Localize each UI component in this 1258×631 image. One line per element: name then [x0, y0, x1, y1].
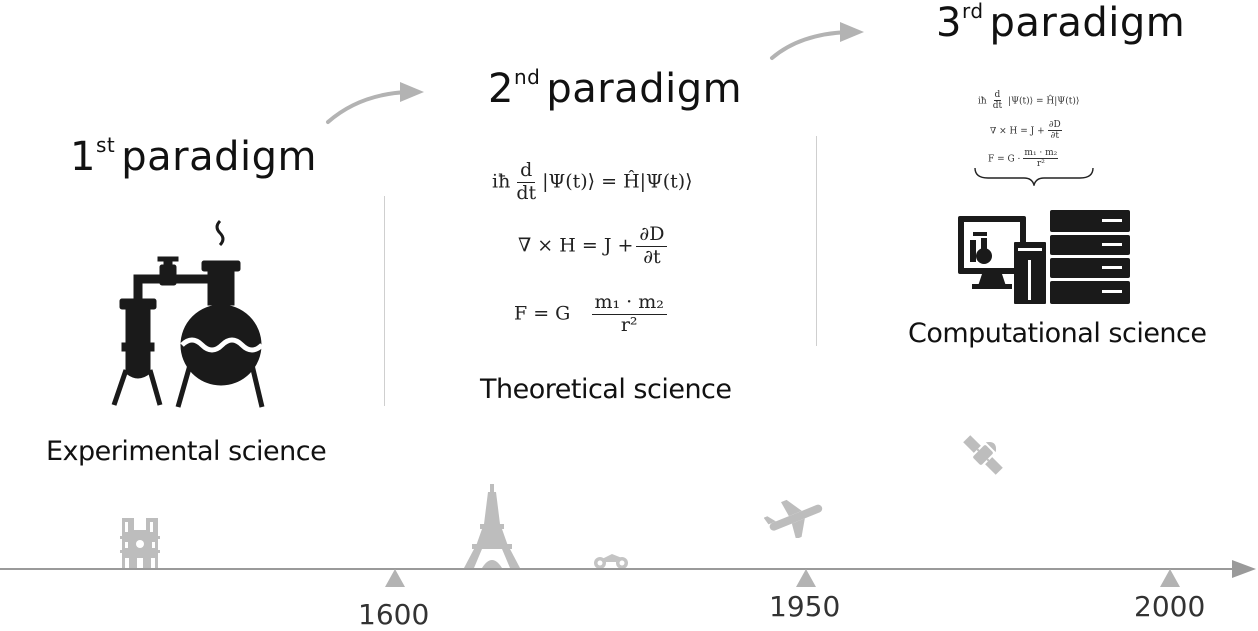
computer-server-icon — [958, 210, 1130, 304]
equation-small-gravity: F = G · m₁ · m₂ r² — [988, 148, 1059, 170]
satellite-icon — [963, 435, 1003, 475]
paradigm-1-suffix: st — [95, 133, 116, 157]
year-label-1600: 1600 — [358, 598, 430, 631]
paradigm-1-title: 1st paradigm — [70, 133, 317, 180]
arrow-2-to-3 — [770, 22, 864, 60]
paradigm-3-word: paradigm — [989, 0, 1186, 46]
equation-maxwell: ∇ × H = J + ∂D ∂t — [518, 223, 670, 269]
equation-gravity: F = G m₁ · m₂ r² — [514, 291, 670, 337]
paradigm-1-number: 1 — [70, 134, 96, 180]
equation-small-schrodinger: iħ d dt |Ψ(t)⟩ = Ĥ|Ψ(t)⟩ — [978, 90, 1080, 112]
equation-small-maxwell: ∇ × H = J + ∂D ∂t — [990, 120, 1062, 142]
paradigm-2-number: 2 — [488, 66, 514, 112]
equation-schrodinger: iħ d dt |Ψ(t)⟩ = Ĥ|Ψ(t)⟩ — [492, 159, 693, 204]
year-marker-1600 — [385, 569, 405, 587]
airplane-icon — [764, 499, 823, 538]
paradigm-3-title: 3rd paradigm — [936, 0, 1185, 46]
divider-2 — [816, 136, 817, 346]
divider-1 — [384, 196, 385, 406]
year-marker-1950 — [796, 569, 816, 587]
curly-brace-icon — [974, 167, 1094, 186]
paradigm-3-suffix: rd — [961, 0, 984, 23]
year-marker-2000 — [1160, 569, 1180, 587]
arrow-1-to-2 — [326, 82, 424, 124]
cathedral-icon — [120, 518, 160, 568]
paradigm-2-caption: Theoretical science — [480, 374, 732, 405]
paradigm-2-suffix: nd — [513, 65, 541, 89]
chemistry-flasks-icon — [111, 219, 265, 408]
paradigm-3-caption: Computational science — [908, 318, 1207, 349]
timeline-axis — [0, 560, 1256, 578]
paradigm-1-word: paradigm — [121, 134, 317, 180]
year-label-2000: 2000 — [1134, 590, 1206, 623]
paradigm-3-number: 3 — [936, 0, 962, 46]
eiffel-tower-icon — [464, 484, 520, 568]
paradigm-2-title: 2nd paradigm — [488, 65, 743, 112]
paradigm-1-caption: Experimental science — [46, 436, 327, 467]
year-label-1950: 1950 — [769, 590, 841, 623]
motorcycle-icon — [594, 554, 628, 569]
paradigm-2-word: paradigm — [546, 66, 743, 112]
